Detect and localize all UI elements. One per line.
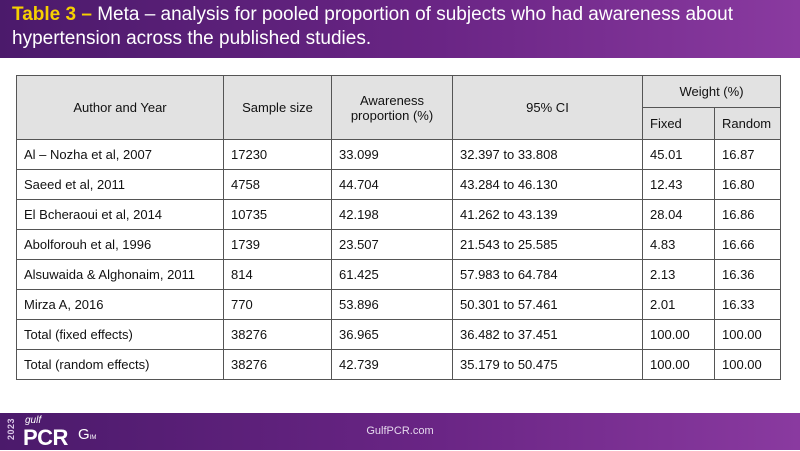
- cell-sample: 770: [223, 289, 332, 320]
- table-row: Alsuwaida & Alghonaim, 2011 814 61.425 5…: [16, 259, 781, 290]
- cell-awareness: 36.965: [331, 319, 453, 350]
- cell-ci: 41.262 to 43.139: [452, 199, 643, 230]
- cell-ci: 43.284 to 46.130: [452, 169, 643, 200]
- cell-fixed: 2.01: [642, 289, 715, 320]
- cell-author: Al – Nozha et al, 2007: [16, 139, 224, 170]
- cell-author: El Bcheraoui et al, 2014: [16, 199, 224, 230]
- cell-author: Alsuwaida & Alghonaim, 2011: [16, 259, 224, 290]
- cell-sample: 1739: [223, 229, 332, 260]
- cell-awareness: 61.425: [331, 259, 453, 290]
- cell-author: Mirza A, 2016: [16, 289, 224, 320]
- cell-fixed: 28.04: [642, 199, 715, 230]
- cell-ci: 50.301 to 57.461: [452, 289, 643, 320]
- cell-awareness: 33.099: [331, 139, 453, 170]
- logo-gim-g: G: [78, 426, 90, 443]
- cell-sample: 814: [223, 259, 332, 290]
- table-row-total-fixed: Total (fixed effects) 38276 36.965 36.48…: [16, 319, 781, 350]
- logo-gulf: gulf: [25, 415, 42, 426]
- cell-sample: 17230: [223, 139, 332, 170]
- cell-ci: 35.179 to 50.475: [452, 349, 643, 380]
- table-title-line1: Meta – analysis for pooled proportion of…: [97, 4, 734, 25]
- cell-fixed: 2.13: [642, 259, 715, 290]
- cell-ci: 21.543 to 25.585: [452, 229, 643, 260]
- cell-random: 100.00: [714, 319, 781, 350]
- cell-awareness: 42.198: [331, 199, 453, 230]
- cell-random: 16.66: [714, 229, 781, 260]
- cell-author: Saeed et al, 2011: [16, 169, 224, 200]
- table-row: El Bcheraoui et al, 2014 10735 42.198 41…: [16, 199, 781, 230]
- header-author-year: Author and Year: [16, 75, 224, 140]
- gulfpcr-logo: 2023 gulf PCR GIM: [6, 415, 116, 450]
- table-container: Author and Year Sample size Awareness pr…: [16, 75, 781, 380]
- header-ci: 95% CI: [452, 75, 643, 140]
- site-url: GulfPCR.com: [366, 425, 434, 437]
- cell-fixed: 12.43: [642, 169, 715, 200]
- logo-gim-im: IM: [89, 435, 97, 441]
- cell-awareness: 53.896: [331, 289, 453, 320]
- header-random: Random: [714, 107, 781, 140]
- cell-ci: 36.482 to 37.451: [452, 319, 643, 350]
- cell-fixed: 100.00: [642, 349, 715, 380]
- cell-sample: 38276: [223, 349, 332, 380]
- cell-awareness: 23.507: [331, 229, 453, 260]
- cell-ci: 57.983 to 64.784: [452, 259, 643, 290]
- cell-fixed: 45.01: [642, 139, 715, 170]
- title-banner: Table 3 – Meta – analysis for pooled pro…: [0, 0, 800, 58]
- cell-random: 16.80: [714, 169, 781, 200]
- table-row: Saeed et al, 2011 4758 44.704 43.284 to …: [16, 169, 781, 200]
- cell-random: 16.87: [714, 139, 781, 170]
- cell-sample: 4758: [223, 169, 332, 200]
- cell-author: Total (fixed effects): [16, 319, 224, 350]
- cell-ci: 32.397 to 33.808: [452, 139, 643, 170]
- meta-analysis-table: Author and Year Sample size Awareness pr…: [16, 75, 781, 380]
- table-row: Al – Nozha et al, 2007 17230 33.099 32.3…: [16, 139, 781, 170]
- cell-random: 16.36: [714, 259, 781, 290]
- cell-author: Total (random effects): [16, 349, 224, 380]
- header-awareness: Awareness proportion (%): [331, 75, 453, 140]
- cell-random: 16.86: [714, 199, 781, 230]
- cell-fixed: 4.83: [642, 229, 715, 260]
- table-label: Table 3 –: [12, 4, 92, 25]
- header-fixed: Fixed: [642, 107, 715, 140]
- cell-fixed: 100.00: [642, 319, 715, 350]
- cell-awareness: 44.704: [331, 169, 453, 200]
- table-row: Mirza A, 2016 770 53.896 50.301 to 57.46…: [16, 289, 781, 320]
- cell-sample: 38276: [223, 319, 332, 350]
- table-row-total-random: Total (random effects) 38276 42.739 35.1…: [16, 349, 781, 380]
- footer-bar: 2023 gulf PCR GIM GulfPCR.com: [0, 413, 800, 450]
- cell-sample: 10735: [223, 199, 332, 230]
- header-weight: Weight (%): [642, 75, 781, 108]
- logo-gim: GIM: [78, 426, 96, 443]
- table-row: Abolforouh et al, 1996 1739 23.507 21.54…: [16, 229, 781, 260]
- cell-random: 100.00: [714, 349, 781, 380]
- cell-awareness: 42.739: [331, 349, 453, 380]
- table-title-line2: hypertension across the published studie…: [12, 28, 372, 49]
- cell-random: 16.33: [714, 289, 781, 320]
- cell-author: Abolforouh et al, 1996: [16, 229, 224, 260]
- logo-pcr: PCR: [23, 425, 68, 450]
- header-sample-size: Sample size: [223, 75, 332, 140]
